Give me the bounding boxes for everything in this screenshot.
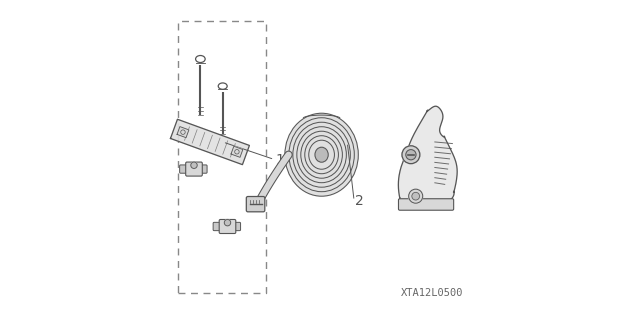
FancyBboxPatch shape [186,162,202,176]
FancyBboxPatch shape [219,219,236,234]
Polygon shape [231,146,243,157]
FancyBboxPatch shape [180,165,188,173]
Circle shape [406,150,416,160]
FancyBboxPatch shape [232,222,241,231]
Ellipse shape [315,147,328,162]
Polygon shape [398,106,457,206]
FancyBboxPatch shape [199,165,207,173]
Polygon shape [170,119,250,165]
Ellipse shape [196,56,205,63]
Text: XTA12L0500: XTA12L0500 [401,288,464,298]
Circle shape [412,192,420,200]
Polygon shape [177,127,189,138]
Text: 1: 1 [275,152,284,167]
Circle shape [191,162,197,168]
Ellipse shape [218,83,227,89]
Ellipse shape [285,113,358,196]
Circle shape [402,146,420,164]
Text: 2: 2 [355,194,364,208]
FancyBboxPatch shape [213,222,221,231]
Circle shape [224,219,230,226]
FancyBboxPatch shape [399,199,454,210]
FancyBboxPatch shape [246,197,265,212]
Circle shape [409,189,422,203]
